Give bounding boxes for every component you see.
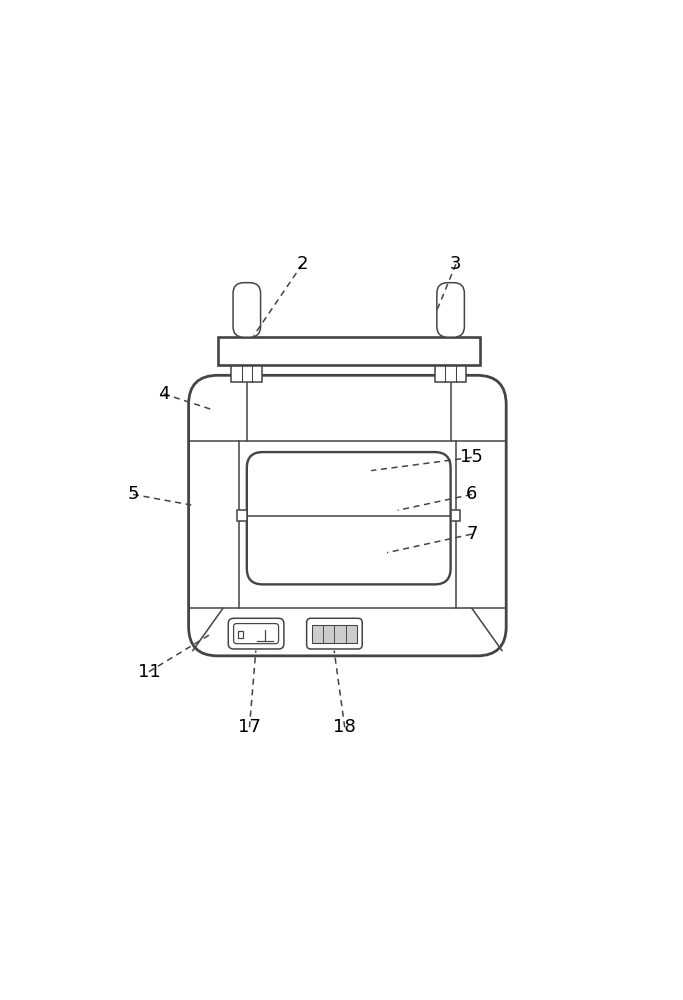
FancyBboxPatch shape	[234, 624, 279, 644]
Bar	[218, 337, 479, 365]
Bar	[451, 510, 460, 521]
Text: 4: 4	[158, 385, 169, 403]
Bar	[232, 366, 262, 382]
Text: 3: 3	[450, 255, 462, 273]
Bar	[435, 366, 466, 382]
Text: 7: 7	[466, 525, 477, 543]
Bar	[238, 631, 243, 638]
Bar	[312, 625, 357, 643]
Text: 6: 6	[466, 485, 477, 503]
Text: 5: 5	[127, 485, 139, 503]
FancyBboxPatch shape	[247, 452, 451, 584]
Text: 17: 17	[238, 718, 261, 736]
Text: 11: 11	[137, 663, 161, 681]
Text: 18: 18	[333, 718, 356, 736]
FancyBboxPatch shape	[233, 283, 261, 337]
Text: 2: 2	[296, 255, 308, 273]
FancyBboxPatch shape	[189, 375, 506, 656]
FancyBboxPatch shape	[437, 283, 464, 337]
FancyBboxPatch shape	[307, 618, 362, 649]
Text: 15: 15	[460, 448, 483, 466]
Bar	[237, 510, 247, 521]
FancyBboxPatch shape	[228, 618, 284, 649]
